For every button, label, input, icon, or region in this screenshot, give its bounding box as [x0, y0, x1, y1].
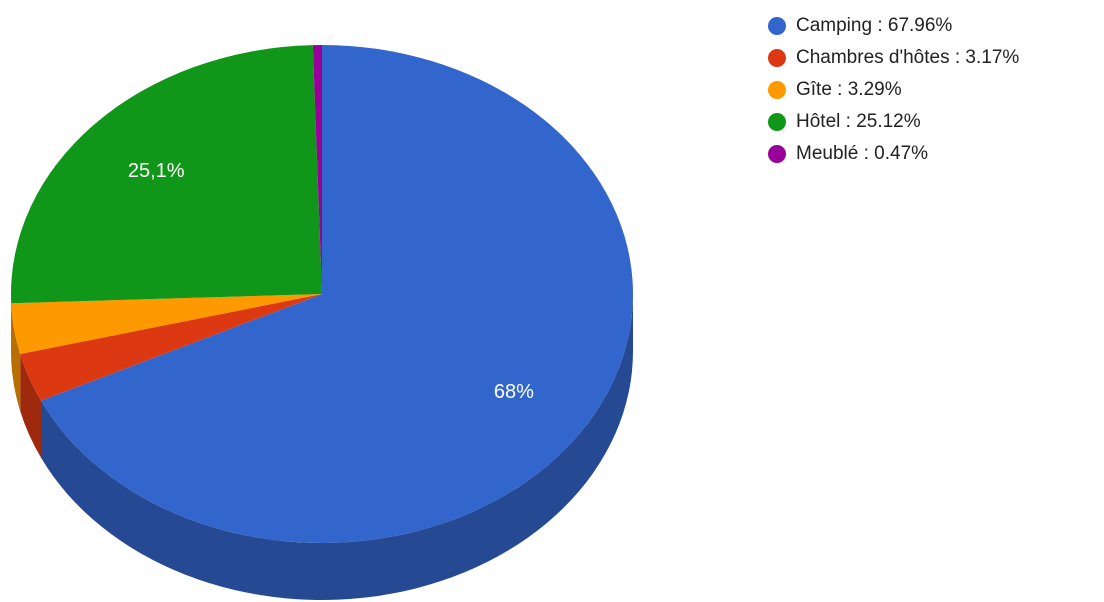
pie-side-camping: [40, 294, 634, 600]
slice-label-hotel: 25,1%: [128, 160, 185, 182]
legend-swatch-chambres-d-hotes: [768, 49, 786, 67]
pie-side-chambres-d-hotes: [20, 354, 41, 458]
pie-side-layer: [11, 294, 634, 600]
legend-item-gite[interactable]: Gîte : 3.29%: [768, 74, 1098, 106]
pie-slice-hotel[interactable]: [11, 45, 323, 304]
legend-swatch-hotel: [768, 113, 786, 131]
legend-item-chambres-d-hotes[interactable]: Chambres d'hôtes : 3.17%: [768, 42, 1098, 74]
pie-top-layer: [11, 45, 633, 543]
legend-swatch-camping: [768, 17, 786, 35]
legend-swatch-meuble: [768, 145, 786, 163]
pie-slice-chambres-d-hotes[interactable]: [20, 294, 323, 401]
legend-label: Chambres d'hôtes : 3.17%: [796, 47, 1020, 68]
pie-slice-camping[interactable]: [40, 45, 633, 543]
pie-slice-meuble[interactable]: [312, 45, 322, 294]
legend-item-meuble[interactable]: Meublé : 0.47%: [768, 138, 1098, 170]
pie-slice-gite[interactable]: [11, 294, 322, 355]
pie-label-layer: 68% 25,1%: [128, 160, 534, 403]
slice-label-camping: 68%: [494, 381, 534, 403]
legend-swatch-gite: [768, 81, 786, 99]
legend: Camping : 67.96% Chambres d'hôtes : 3.17%…: [768, 10, 1098, 170]
pie-side-gite: [11, 303, 21, 412]
legend-item-hotel[interactable]: Hôtel : 25.12%: [768, 106, 1098, 138]
legend-label: Gîte : 3.29%: [796, 79, 902, 100]
legend-label: Meublé : 0.47%: [796, 143, 929, 164]
legend-label: Camping : 67.96%: [796, 15, 953, 36]
legend-item-camping[interactable]: Camping : 67.96%: [768, 10, 1098, 42]
legend-label: Hôtel : 25.12%: [796, 111, 921, 132]
